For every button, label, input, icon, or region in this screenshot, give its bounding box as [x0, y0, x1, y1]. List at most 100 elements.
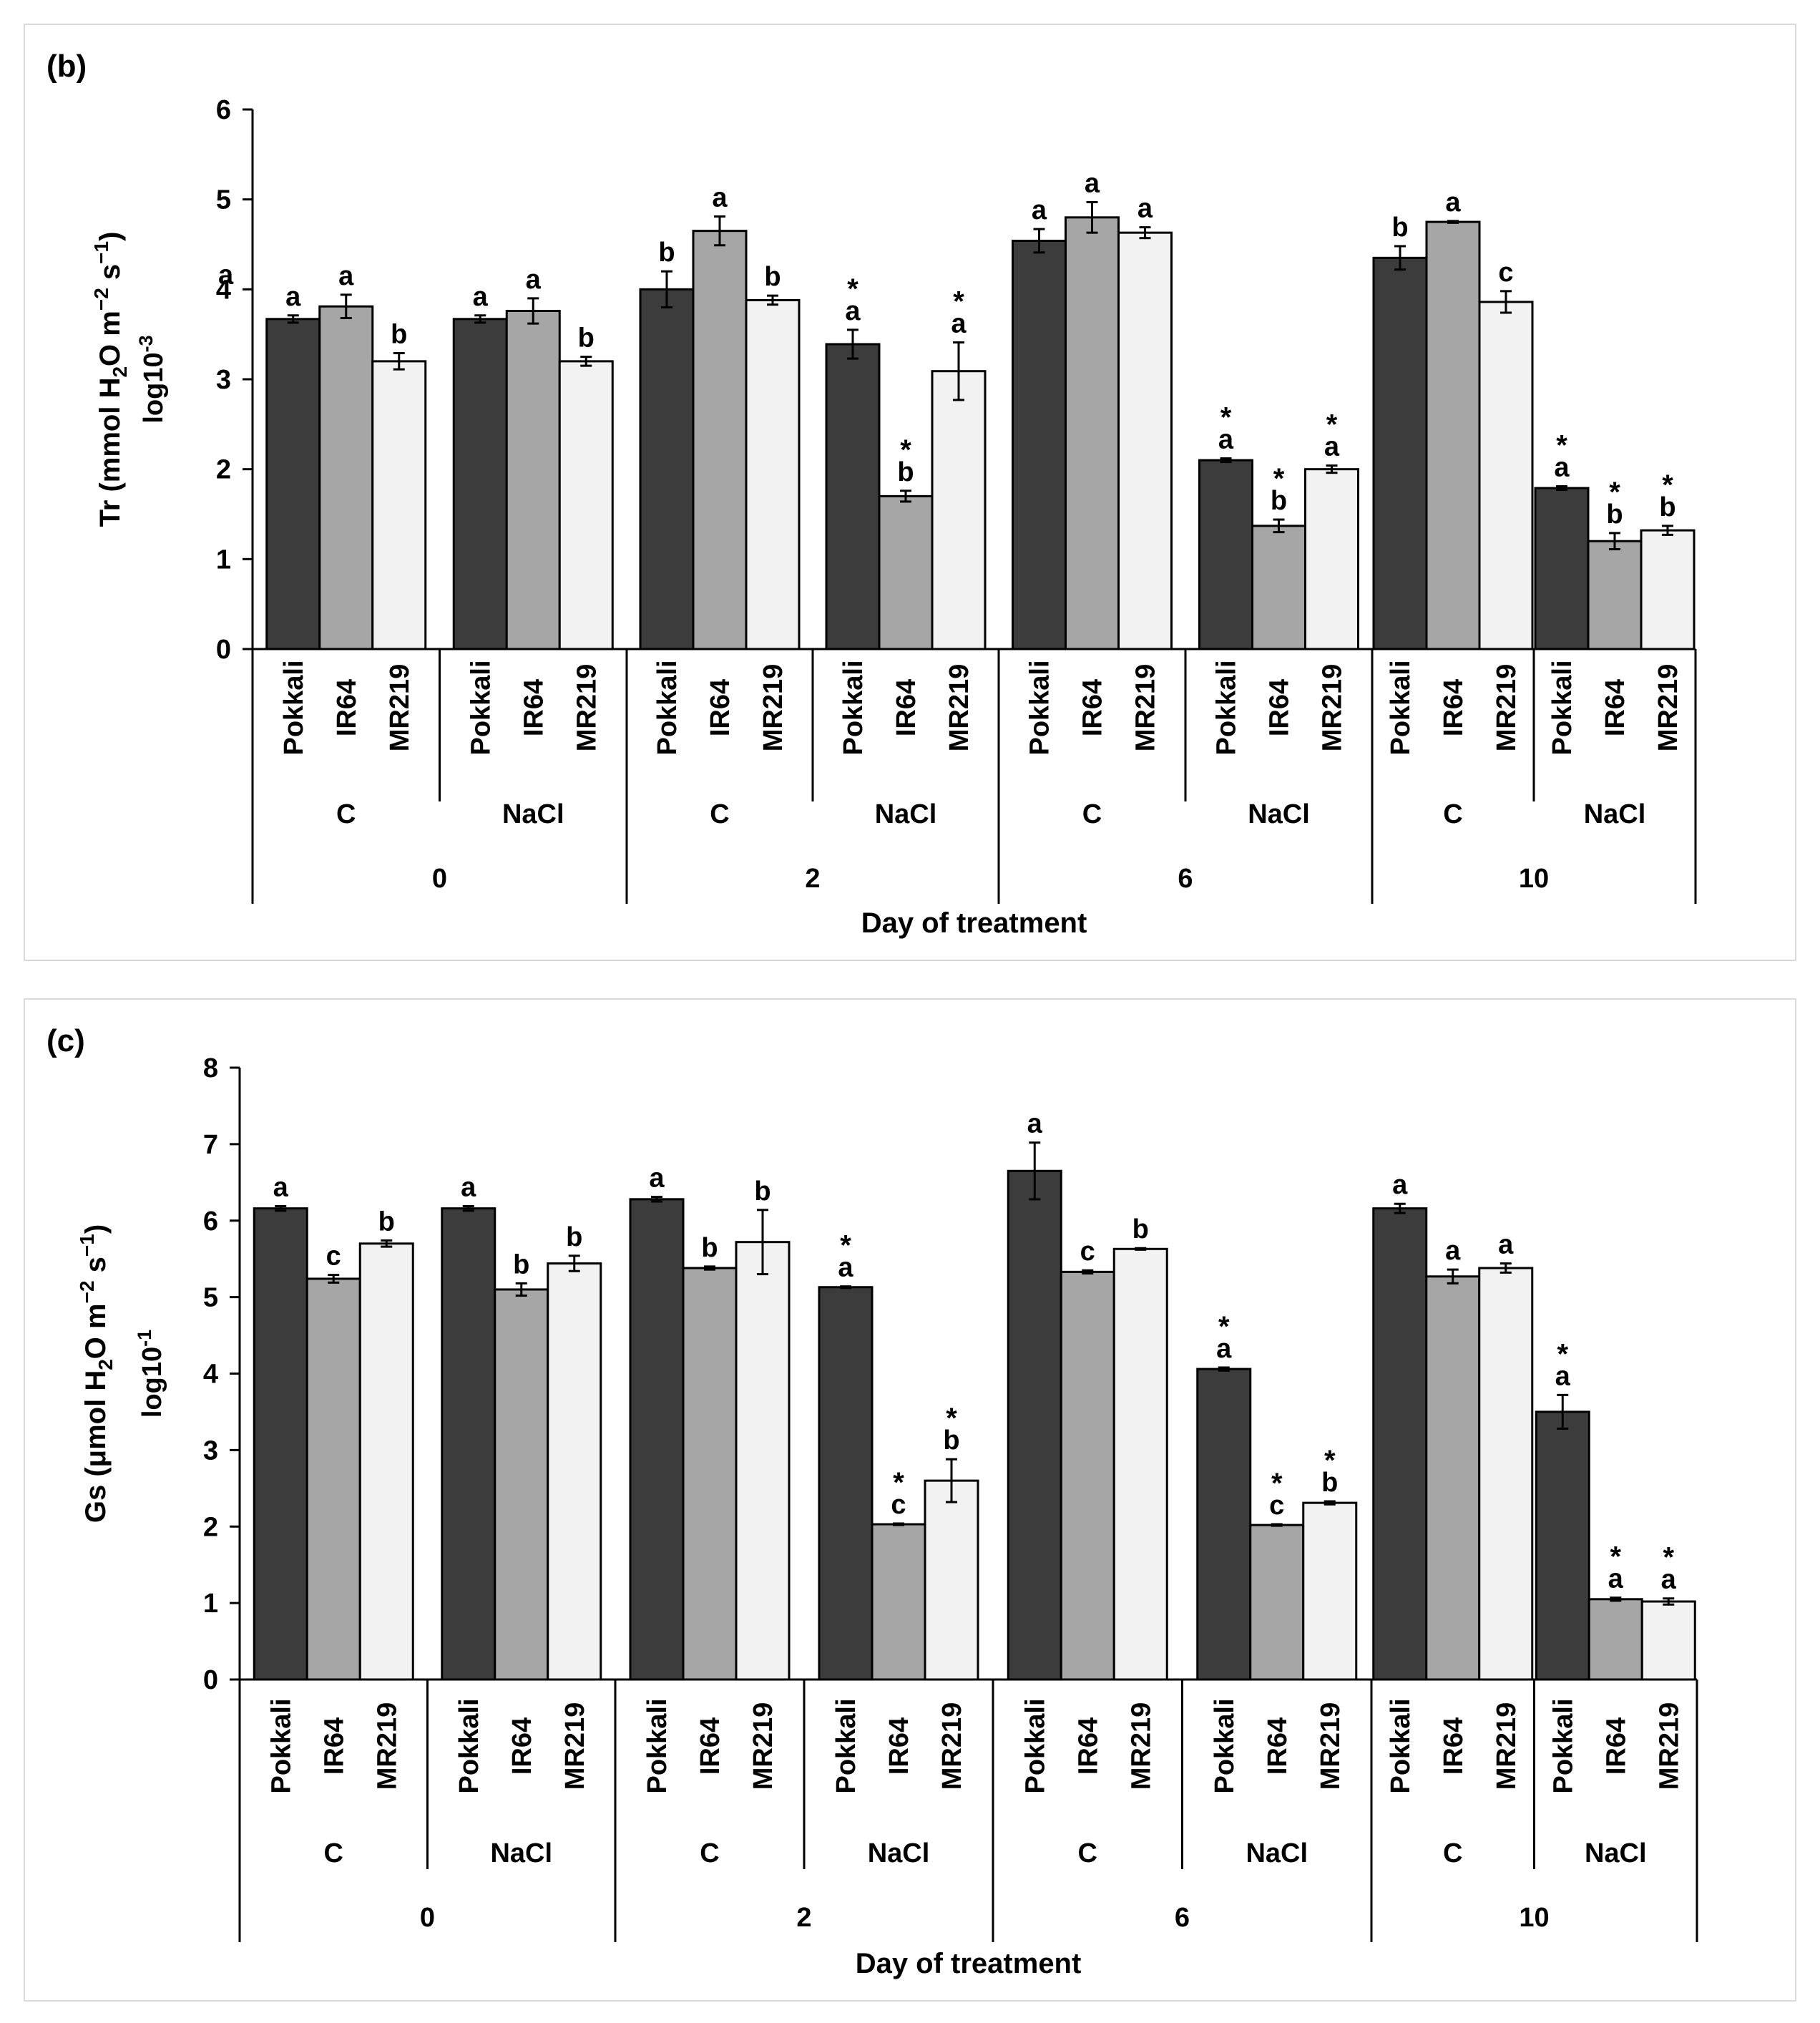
x-variety-label: Pokkali [1212, 660, 1242, 755]
x-variety-label: Pokkali [1386, 660, 1416, 755]
bar-ir64-day2-c [692, 230, 748, 650]
x-variety-label: IR64 [1263, 1717, 1293, 1775]
significance-letter: b [1271, 486, 1287, 516]
x-day-label: 0 [432, 864, 447, 894]
bar-pokkali-day10-c [1372, 256, 1428, 650]
bar-pokkali-day6-c [1012, 239, 1067, 650]
significance-star: * [946, 1403, 957, 1434]
y-axis-label-part: ) [94, 232, 126, 241]
bar-mr219-day2-c [745, 298, 801, 650]
x-variety-label: Pokkali [454, 1698, 484, 1793]
bar-ir64-day10-c [1425, 1275, 1481, 1681]
bar-pokkali-day2-c [639, 288, 695, 650]
x-variety-label: IR64 [884, 1717, 914, 1775]
y-axis-scale-base: log10 [139, 352, 169, 423]
bar-mr219-day0-c [371, 360, 427, 650]
y-axis-label-part: Tr (mmol H [94, 378, 126, 527]
bar-pokkali-day10-nacl [1534, 487, 1590, 650]
x-variety-label: MR219 [944, 664, 974, 752]
significance-letter: a [1027, 1109, 1043, 1139]
bar-pokkali-day0-nacl [441, 1207, 496, 1681]
x-variety-label: MR219 [1318, 664, 1348, 752]
panel-label: (b) [47, 49, 87, 84]
significance-star: * [840, 1230, 851, 1262]
significance-letter: b [391, 320, 407, 350]
significance-letter: b [658, 238, 675, 268]
bar-mr219-day10-nacl [1640, 529, 1696, 650]
x-treatment-label: NaCl [1248, 799, 1310, 829]
y-axis-scale-exponent: -1 [134, 1330, 155, 1347]
bar-mr219-day10-c [1478, 1267, 1534, 1681]
significance-letter: b [1132, 1214, 1149, 1244]
x-treatment-label: C [324, 1838, 343, 1868]
x-day-label: 10 [1519, 864, 1549, 894]
significance-star: * [1610, 1541, 1621, 1573]
significance-star: * [1609, 477, 1620, 508]
significance-letter: b [578, 323, 595, 354]
panel-label: (c) [47, 1023, 85, 1058]
x-variety-label: MR219 [572, 664, 602, 752]
x-day-label: 2 [805, 864, 820, 894]
significance-letter: a [1085, 168, 1100, 198]
significance-letter: b [513, 1249, 529, 1279]
significance-star: * [900, 434, 911, 466]
significance-letter: a [649, 1164, 665, 1194]
bar-pokkali-day0-c [253, 1207, 308, 1681]
significance-letter: b [566, 1222, 582, 1252]
bar-ir64-day6-c [1060, 1270, 1115, 1681]
x-treatment-label: NaCl [502, 799, 564, 829]
x-variety-label: MR219 [1126, 1702, 1156, 1790]
x-treatment-label: NaCl [1246, 1838, 1308, 1868]
significance-letter: c [891, 1490, 906, 1520]
x-variety-label: IR64 [1073, 1717, 1103, 1775]
x-day-label: 6 [1178, 864, 1193, 894]
bar-mr219-day6-nacl [1302, 1501, 1358, 1681]
x-variety-label: IR64 [705, 679, 735, 736]
x-variety-label: IR64 [891, 679, 921, 736]
significance-star: * [1556, 430, 1567, 462]
y-axis-label: Gs (μmol H2O m−2 s−1) [76, 1224, 117, 1523]
x-variety-label: Pokkali [838, 660, 869, 755]
bar-mr219-day0-nacl [558, 360, 614, 650]
y-axis-label-part: 2 [109, 366, 131, 378]
significance-letter: a [845, 296, 861, 326]
x-day-label: 0 [420, 1903, 435, 1933]
significance-star: * [1271, 1468, 1283, 1499]
y-tick-label: 3 [203, 1435, 218, 1466]
significance-letter: c [326, 1242, 341, 1272]
x-variety-label: Pokkali [1548, 1698, 1578, 1793]
y-tick-label: 6 [216, 95, 231, 125]
x-treatment-label: C [1443, 799, 1462, 829]
significance-letter: a [461, 1172, 476, 1202]
bar-pokkali-day2-nacl [818, 1286, 874, 1681]
y-axis-label-part: 2 [94, 1359, 117, 1370]
significance-letter: a [951, 308, 967, 338]
chart-panel-c: (c) 0 1 2 3 4 5 6 7 8 Gs (μmol H2O m−2 s−1) log10-1… [24, 998, 1796, 2002]
y-axis-scale-label: log10-1 [134, 1330, 167, 1418]
y-axis-label-part: ) [80, 1224, 112, 1234]
x-treatment-label: NaCl [875, 799, 937, 829]
bar-ir64-day0-c [305, 1277, 361, 1681]
significance-letter: a [1661, 1565, 1677, 1595]
significance-letter: a [1216, 1334, 1232, 1364]
x-variety-label: Pokkali [1210, 1698, 1240, 1793]
x-day-label: 6 [1175, 1903, 1190, 1933]
significance-letter: a [1392, 1170, 1408, 1200]
x-variety-label: IR64 [1600, 679, 1630, 736]
significance-letter: a [1498, 1230, 1514, 1260]
significance-letter: b [764, 262, 781, 292]
x-treatment-label: C [710, 799, 729, 829]
x-variety-label: MR219 [1316, 1702, 1346, 1790]
bar-mr219-day6-c [1112, 1247, 1168, 1681]
significance-letter: c [1498, 258, 1513, 288]
bar-ir64-day10-nacl [1587, 1598, 1643, 1681]
x-variety-label: IR64 [695, 1717, 725, 1775]
bar-ir64-day10-nacl [1587, 540, 1643, 650]
y-tick-label: 2 [216, 455, 231, 485]
significance-letter: b [897, 457, 914, 487]
bar-mr219-day2-c [735, 1241, 791, 1681]
significance-letter: a [1218, 425, 1234, 455]
x-variety-label: Pokkali [1386, 1698, 1416, 1793]
bar-mr219-day6-nacl [1304, 468, 1359, 650]
